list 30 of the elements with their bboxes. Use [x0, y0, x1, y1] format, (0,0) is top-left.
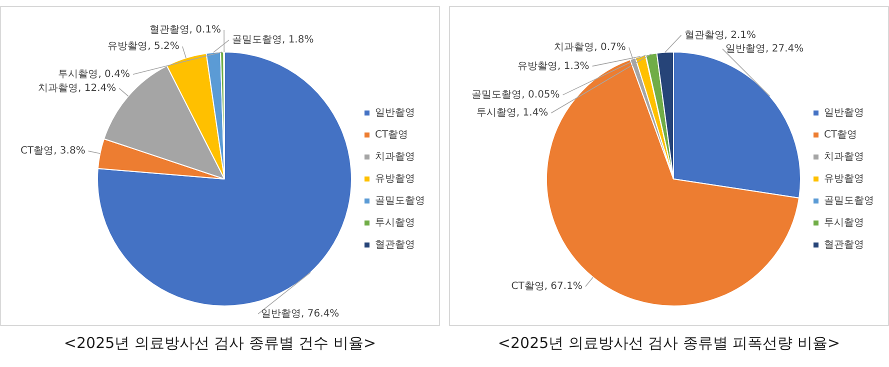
- legend-label: CT촬영: [824, 130, 858, 141]
- data-label: 유방촬영, 5.2%: [108, 41, 180, 52]
- legend-label: CT촬영: [375, 130, 408, 141]
- data-label: 치과촬영, 12.4%: [38, 82, 116, 94]
- legend-label: 일반촬영: [375, 108, 415, 119]
- data-label: CT촬영, 3.8%: [20, 146, 86, 157]
- legend-label: 혈관촬영: [375, 240, 415, 251]
- legend-label: 치과촬영: [824, 152, 864, 163]
- legend-label: 투시촬영: [375, 218, 415, 229]
- data-label: 투시촬영, 1.4%: [476, 108, 548, 119]
- data-label: 일반촬영, 76.4%: [261, 308, 340, 320]
- data-label: 혈관촬영, 0.1%: [149, 24, 222, 36]
- legend-label: 골밀도촬영: [375, 196, 425, 207]
- data-label: 골밀도촬영, 0.05%: [472, 90, 560, 101]
- legend-label: 치과촬영: [375, 152, 415, 163]
- data-label: 치과촬영, 0.7%: [554, 42, 626, 53]
- text: <2025년 의료방사선 검사 종류별 건수 비율>: [62, 334, 378, 353]
- data-label: 투시촬영, 0.4%: [58, 68, 130, 80]
- legend-label: 골밀도촬영: [824, 196, 874, 207]
- data-label: 골밀도촬영, 1.8%: [232, 34, 314, 46]
- legend-label: 일반촬영: [824, 108, 864, 119]
- legend-label: 혈관촬영: [824, 240, 864, 251]
- text: <2025년 의료방사선 검사 종류별 피폭선량 비율>: [496, 334, 842, 353]
- legend-label: 유방촬영: [824, 174, 864, 185]
- legend-label: 유방촬영: [375, 174, 415, 185]
- data-label: 혈관촬영, 2.1%: [684, 30, 756, 41]
- data-label: CT촬영, 67.1%: [511, 281, 582, 292]
- legend-label: 투시촬영: [824, 218, 864, 229]
- data-label: 유방촬영, 1.3%: [518, 60, 590, 72]
- data-label: 일반촬영, 27.4%: [726, 44, 804, 55]
